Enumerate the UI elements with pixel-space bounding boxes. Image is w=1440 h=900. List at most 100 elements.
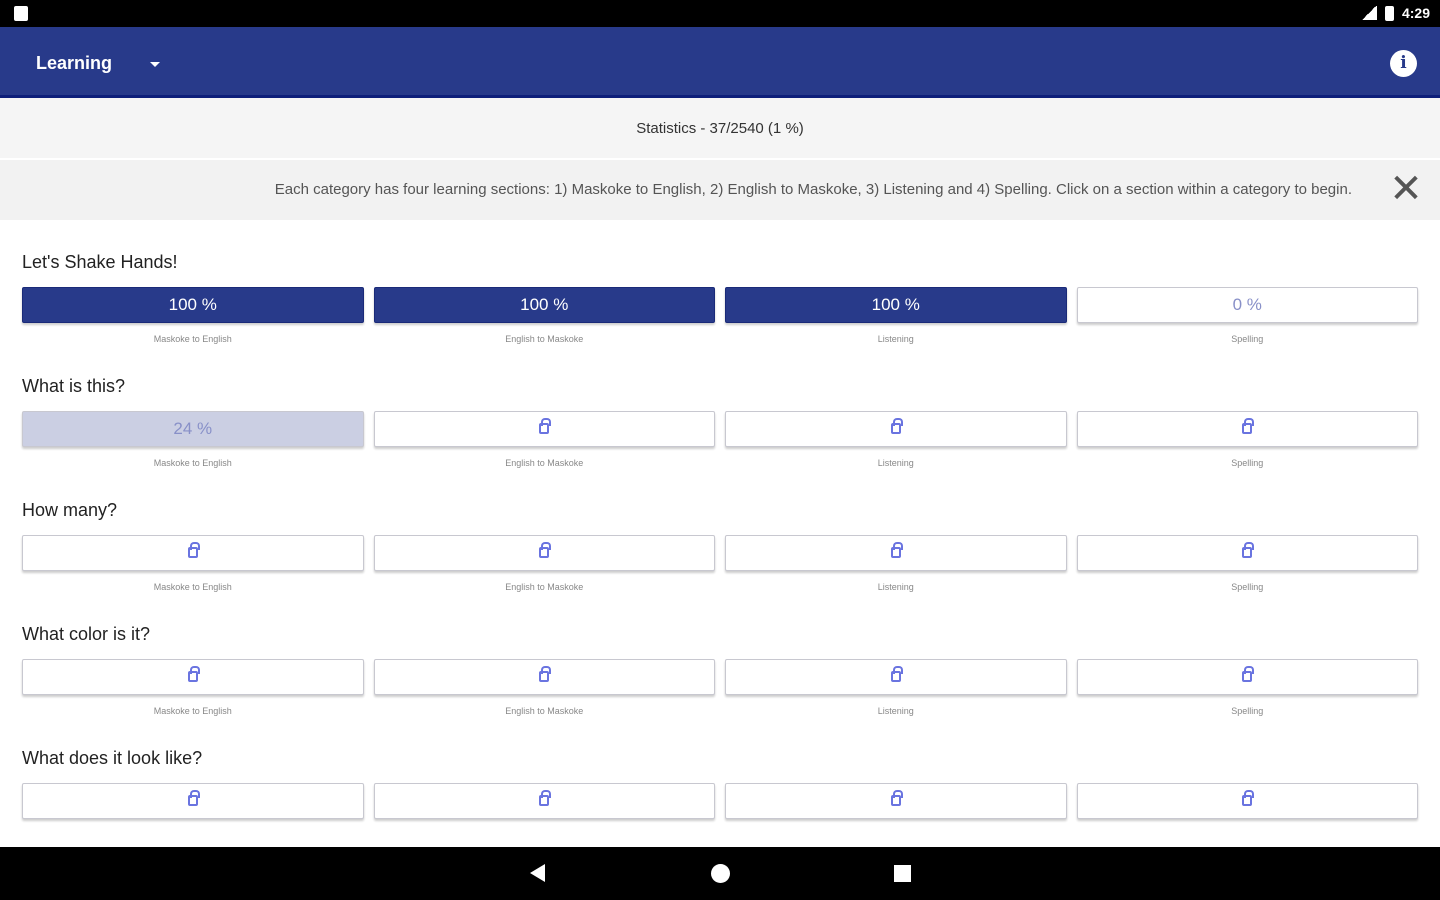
section-label: Listening: [877, 458, 914, 468]
section-label: Maskoke to English: [153, 334, 232, 344]
category-title: What is this?: [22, 376, 126, 396]
section-label: English to Maskoke: [505, 334, 584, 344]
category-title: How many?: [22, 500, 118, 520]
category: How many? Maskoke to English English to Ma…: [22, 500, 1418, 594]
lock-icon: [187, 790, 200, 806]
category: What color is it? Maskoke to English Engli…: [22, 624, 1418, 718]
section-button[interactable]: [373, 535, 715, 571]
section: Spelling: [1076, 535, 1418, 594]
section: 24 % Maskoke to English: [22, 411, 364, 470]
section-button[interactable]: [1076, 659, 1418, 695]
section-button[interactable]: [373, 659, 715, 695]
section-button[interactable]: 24 %: [22, 411, 364, 447]
section-button[interactable]: [22, 659, 364, 695]
section: English to Maskoke: [373, 659, 715, 718]
lock-icon: [539, 666, 552, 682]
section: Listening: [725, 535, 1067, 594]
section: Listening: [725, 411, 1067, 470]
section-button[interactable]: 100 %: [22, 287, 364, 323]
lock-icon: [890, 666, 903, 682]
section: 100 % English to Maskoke: [373, 287, 715, 346]
section: [373, 783, 715, 819]
mode-dropdown[interactable]: Learning: [36, 53, 113, 73]
section-button[interactable]: [725, 659, 1067, 695]
section: 100 % Listening: [725, 287, 1067, 346]
lock-icon: [1242, 418, 1255, 434]
section: 0 % Spelling: [1076, 287, 1418, 346]
lock-icon: [890, 790, 903, 806]
section: [22, 783, 364, 819]
section-button[interactable]: [725, 783, 1067, 819]
section-label: Spelling: [1231, 458, 1264, 468]
section: [1076, 783, 1418, 819]
lock-icon: [539, 418, 552, 434]
progress-value: 0 %: [1232, 295, 1262, 314]
info-icon[interactable]: i: [1390, 50, 1417, 77]
section: [725, 783, 1067, 819]
section-button[interactable]: 0 %: [1076, 287, 1418, 323]
category: What does it look like?: [22, 748, 1418, 819]
status-bar: 4:29: [0, 0, 1440, 27]
lock-icon: [1242, 666, 1255, 682]
category: Let's Shake Hands! 100 % Maskoke to Englis…: [22, 252, 1418, 346]
section-button[interactable]: [1076, 411, 1418, 447]
lock-icon: [1242, 790, 1255, 806]
section-label: Maskoke to English: [153, 458, 232, 468]
section-button[interactable]: 100 %: [373, 287, 715, 323]
lock-icon: [890, 418, 903, 434]
section-button[interactable]: [725, 535, 1067, 571]
progress-value: 100 %: [168, 295, 217, 314]
lock-icon: [187, 542, 200, 558]
instructions-text: Each category has four learning sections…: [274, 181, 1352, 198]
section-label: Spelling: [1231, 706, 1264, 716]
section-label: English to Maskoke: [505, 458, 584, 468]
section-label: Listening: [877, 334, 914, 344]
category-title: What color is it?: [22, 624, 151, 644]
back-icon[interactable]: [530, 864, 545, 882]
category: What is this? 24 % Maskoke to English Engli…: [22, 376, 1418, 470]
section: Maskoke to English: [22, 659, 364, 718]
lock-icon: [539, 790, 552, 806]
section-button[interactable]: [1076, 783, 1418, 819]
section-button[interactable]: [1076, 535, 1418, 571]
section-button[interactable]: [373, 411, 715, 447]
section-button[interactable]: [22, 535, 364, 571]
section-button[interactable]: [725, 411, 1067, 447]
lock-icon: [187, 666, 200, 682]
section: 100 % Maskoke to English: [22, 287, 364, 346]
section-label: Spelling: [1231, 334, 1264, 344]
section-label: Spelling: [1231, 582, 1264, 592]
section: Spelling: [1076, 411, 1418, 470]
section-label: English to Maskoke: [505, 582, 584, 592]
recents-icon[interactable]: [894, 865, 911, 882]
section-label: Maskoke to English: [153, 706, 232, 716]
section: Listening: [725, 659, 1067, 718]
app-bar: Learning i: [0, 27, 1440, 98]
section-label: English to Maskoke: [505, 706, 584, 716]
statistics-summary: Statistics - 37/2540 (1 %): [0, 98, 1440, 158]
progress-value: 100 %: [871, 295, 920, 314]
section-label: Listening: [877, 706, 914, 716]
category-title: What does it look like?: [22, 748, 203, 768]
clock: 4:29: [1401, 5, 1430, 21]
section: Maskoke to English: [22, 535, 364, 594]
signal-icon: [1360, 6, 1377, 20]
section-label: Listening: [877, 582, 914, 592]
section-button[interactable]: [22, 783, 364, 819]
chevron-down-icon[interactable]: [150, 62, 160, 67]
progress-value: 24 %: [173, 419, 213, 438]
section-button[interactable]: [373, 783, 715, 819]
section-button[interactable]: 100 %: [725, 287, 1067, 323]
category-title: Let's Shake Hands!: [22, 252, 178, 272]
home-icon[interactable]: [711, 864, 730, 883]
lock-icon: [1242, 542, 1255, 558]
battery-icon: [1384, 5, 1394, 21]
section: English to Maskoke: [373, 411, 715, 470]
notification-icon: [14, 6, 28, 21]
lock-icon: [539, 542, 552, 558]
navigation-bar: [0, 847, 1440, 900]
progress-value: 100 %: [520, 295, 569, 314]
close-icon[interactable]: ✕: [1389, 167, 1423, 211]
instructions-banner: Each category has four learning sections…: [0, 160, 1440, 220]
section: English to Maskoke: [373, 535, 715, 594]
